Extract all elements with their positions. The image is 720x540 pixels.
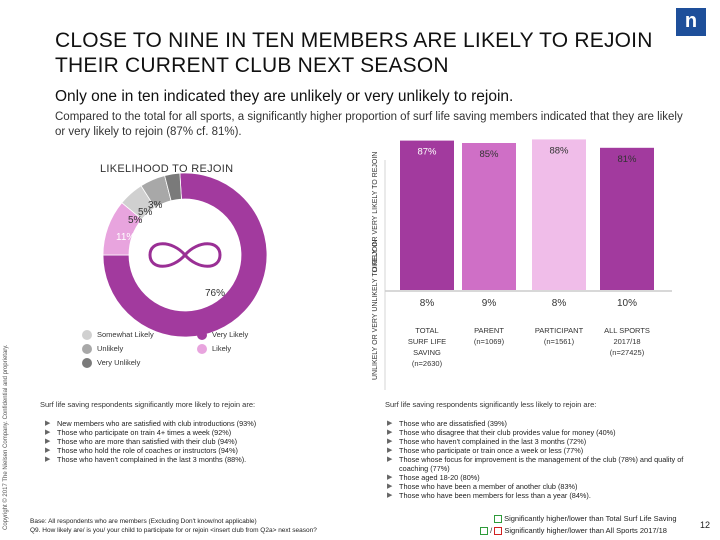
- key-total-surf: Significantly higher/lower than Total Su…: [494, 514, 677, 524]
- less-likely-item: Those who have been a member of another …: [387, 482, 709, 491]
- less-likely-item: Those who haven't complained in the last…: [387, 437, 709, 446]
- category-label: SURF LIFE: [408, 337, 446, 346]
- less-likely-item: Those whose focus for improvement is the…: [387, 455, 709, 473]
- likely-bar: [600, 147, 654, 290]
- category-label: PARTICIPANT: [535, 326, 584, 335]
- less-likely-item: Those aged 18-20 (80%): [387, 473, 709, 482]
- likely-bar: [532, 139, 586, 290]
- less-likely-item: Those who disagree that their club provi…: [387, 428, 709, 437]
- likely-bar: [400, 140, 454, 290]
- page-title: CLOSE TO NINE IN TEN MEMBERS ARE LIKELY …: [55, 29, 653, 77]
- legend-item: Unlikely: [82, 344, 124, 355]
- more-likely-item: New members who are satisfied with club …: [45, 419, 335, 428]
- category-label: (n=1561): [544, 337, 575, 346]
- footnote: Base: All respondents who are members (E…: [30, 517, 317, 535]
- likely-value-label: 88%: [549, 145, 569, 156]
- donut-value-label: 5%: [138, 207, 153, 218]
- category-label: (n=1069): [474, 337, 505, 346]
- top-axis-label: LIKELY OR VERY LIKELY TO REJOIN: [372, 152, 379, 272]
- less-likely-item: Those who participate or train once a we…: [387, 446, 709, 455]
- category-label: ALL SPORTS: [604, 326, 650, 335]
- legend-item: Likely: [197, 344, 232, 355]
- legend-label: Very Unlikely: [97, 358, 141, 367]
- legend-label: Unlikely: [97, 344, 124, 353]
- key-all-sports: / Significantly higher/lower than All Sp…: [480, 526, 667, 536]
- category-label: (n=2630): [412, 359, 443, 368]
- green-box-icon: [480, 527, 488, 536]
- less-likely-item: Those who have been members for less tha…: [387, 491, 709, 500]
- likely-bar: [462, 143, 516, 290]
- unlikely-value-label: 10%: [617, 298, 637, 309]
- key-separator: /: [490, 526, 493, 535]
- more-likely-item: Those who are more than satisfied with t…: [45, 437, 335, 446]
- more-likely-heading: Surf life saving respondents significant…: [40, 400, 256, 409]
- footnote-question: Q9. How likely are/ is you/ your child t…: [30, 527, 317, 534]
- more-likely-list: New members who are satisfied with club …: [45, 419, 335, 464]
- green-box-icon: [494, 515, 502, 524]
- legend-item: Somewhat Likely: [82, 330, 154, 341]
- donut-value-label: 76%: [205, 288, 225, 299]
- page-subtitle: Only one in ten indicated they are unlik…: [55, 88, 514, 105]
- unlikely-value-label: 8%: [420, 298, 435, 309]
- less-likely-heading: Surf life saving respondents significant…: [385, 400, 597, 409]
- legend-swatch: [197, 330, 207, 341]
- unlikely-value-label: 9%: [482, 298, 497, 309]
- category-label: (n=27425): [610, 348, 645, 357]
- legend-swatch: [197, 344, 207, 355]
- legend-label: Somewhat Likely: [97, 330, 154, 339]
- less-likely-item: Those who are dissatisfied (39%): [387, 419, 709, 428]
- legend-swatch: [82, 330, 92, 341]
- key-all-sports-label: Significantly higher/lower than All Spor…: [504, 526, 667, 535]
- nielsen-logo: n: [676, 8, 706, 36]
- more-likely-item: Those who hold the role of coaches or in…: [45, 446, 335, 455]
- legend-swatch: [82, 358, 92, 369]
- likely-value-label: 85%: [479, 149, 499, 160]
- likely-value-label: 87%: [417, 147, 437, 158]
- category-label: TOTAL: [415, 326, 438, 335]
- less-likely-list: Those who are dissatisfied (39%)Those wh…: [387, 419, 709, 500]
- key-total-surf-label: Significantly higher/lower than Total Su…: [504, 514, 677, 523]
- donut-value-label: 3%: [148, 200, 163, 211]
- legend-item: Very Likely: [197, 330, 249, 341]
- donut-title: LIKELIHOOD TO REJOIN: [100, 163, 234, 175]
- legend-label: Very Likely: [212, 330, 249, 339]
- category-label: PARENT: [474, 326, 504, 335]
- donut-slice: [102, 172, 268, 338]
- donut-slice: [164, 172, 182, 202]
- legend-swatch: [82, 344, 92, 355]
- more-likely-item: Those who haven't complained in the last…: [45, 455, 335, 464]
- donut-value-label: 11%: [116, 232, 135, 243]
- intro-text: Compared to the total for all sports, a …: [55, 111, 683, 138]
- legend-label: Likely: [212, 344, 232, 353]
- bottom-axis-label: UNLIKELY OR VERY UNLIKELY TO REJOIN: [372, 239, 379, 380]
- category-label: 2017/18: [613, 337, 640, 346]
- likely-value-label: 81%: [617, 154, 637, 165]
- category-label: SAVING: [413, 348, 441, 357]
- more-likely-item: Those who participate on train 4+ times …: [45, 428, 335, 437]
- red-box-icon: [494, 527, 503, 536]
- donut-legend: Somewhat Likely Very Likely Unlikely Likely…: [82, 330, 282, 370]
- legend-item: Very Unlikely: [82, 358, 141, 369]
- donut-value-label: 5%: [128, 215, 143, 226]
- page-number: 12: [700, 520, 711, 530]
- unlikely-value-label: 8%: [552, 298, 567, 309]
- footnote-base: Base: All respondents who are members (E…: [30, 518, 257, 525]
- infinity-icon: [148, 242, 222, 268]
